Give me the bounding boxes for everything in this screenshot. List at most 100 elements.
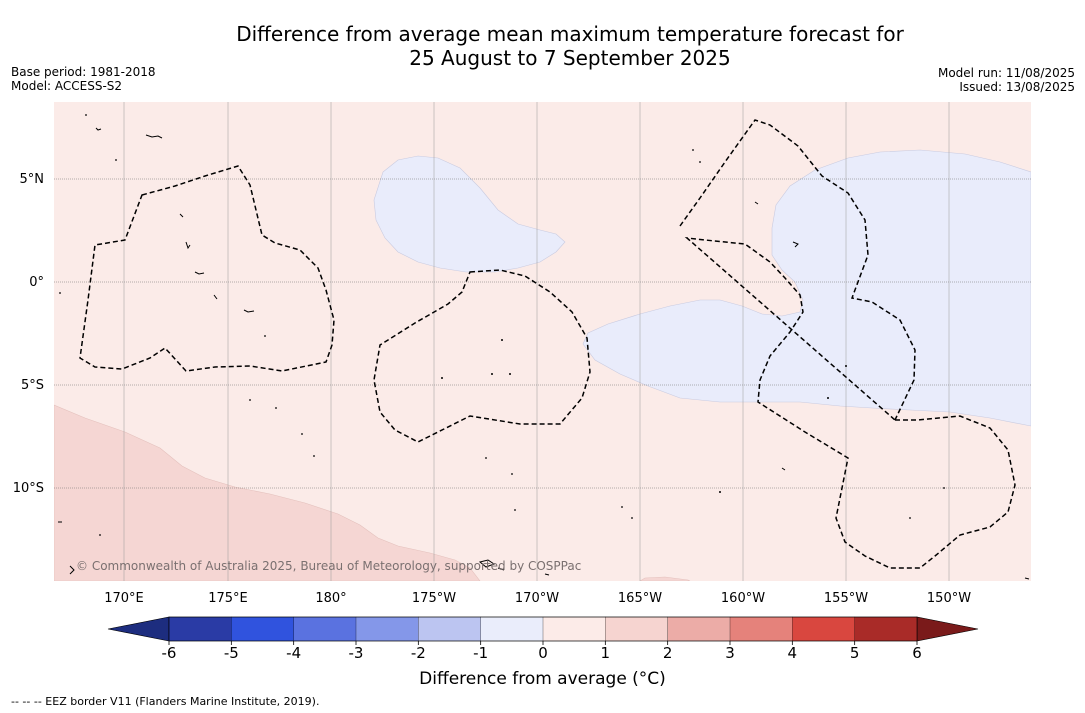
colorbar-tick-label: 2 (663, 644, 673, 662)
anomaly-region-cool-east (582, 149, 1031, 427)
island-dot (827, 397, 829, 399)
graticule-meridians (123, 102, 950, 581)
island-dot (692, 149, 694, 151)
island-dot (99, 534, 101, 536)
anomaly-region-cool-north (373, 155, 566, 273)
lat-label-5s: 5°S (21, 378, 44, 393)
title-line-1: Difference from average mean maximum tem… (236, 22, 904, 46)
meta-right: Model run: 11/08/2025 Issued: 13/08/2025 (938, 66, 1075, 94)
island-7 (243, 309, 255, 313)
colorbar-segment (168, 616, 232, 642)
island-dot (313, 455, 315, 457)
colorbar-tick-label: -6 (162, 644, 177, 662)
island-1 (95, 127, 102, 131)
model-run: Model run: 11/08/2025 (937, 66, 1075, 80)
colorbar-tick-label: -1 (473, 644, 488, 662)
colorbar-title: Difference from average (°C) (419, 669, 666, 689)
lon-label: 150°W (927, 591, 971, 606)
colorbar-tick-label: -5 (224, 644, 239, 662)
island-dot (909, 517, 911, 519)
lat-label-10s: 10°S (13, 481, 44, 496)
colorbar-segment (231, 616, 295, 642)
island-8 (478, 559, 496, 568)
lat-labels: 5°N 0° 5°S 10°S (13, 172, 44, 496)
colorbar-segment (418, 616, 482, 642)
colorbar-tick-label: 4 (788, 644, 798, 662)
colorbar-segment (854, 616, 918, 642)
island-dot (249, 399, 251, 401)
island-dot (441, 377, 443, 379)
island-dot (491, 373, 493, 375)
colorbar-tick-label: -3 (349, 644, 364, 662)
meta-left: Base period: 1981-2018 Model: ACCESS-S2 (11, 65, 156, 93)
colorbar-tick-label: 3 (725, 644, 735, 662)
lat-label-0: 0° (29, 275, 44, 290)
base-period: Base period: 1981-2018 (11, 65, 156, 79)
model-name: Model: ACCESS-S2 (11, 79, 123, 93)
island-dot (943, 487, 945, 489)
island-dot (115, 159, 117, 161)
eez-borders (79, 119, 1016, 569)
title-line-2: 25 August to 7 September 2025 (409, 46, 731, 70)
island-dot (719, 491, 721, 493)
lon-label: 155°W (824, 591, 868, 606)
island-11 (792, 241, 799, 248)
lon-label: 175°W (412, 591, 456, 606)
eez-border-tuvalu (79, 165, 335, 372)
lat-label-5n: 5°N (20, 172, 45, 187)
island-6 (213, 294, 218, 300)
island-16 (1024, 577, 1030, 580)
island-dot (699, 161, 701, 163)
island-dots (59, 114, 945, 536)
colorbar-segment (293, 616, 357, 642)
island-dot (275, 407, 277, 409)
eez-legend: -- -- -- EEZ border V11 (Flanders Marine… (11, 695, 320, 708)
lon-label: 180° (315, 591, 346, 606)
graticule (54, 178, 1031, 489)
lon-label: 175°E (208, 591, 248, 606)
anomaly-regions (54, 149, 1031, 581)
colorbar-segment (729, 616, 793, 642)
lon-label: 165°W (618, 591, 662, 606)
island-15 (544, 573, 550, 576)
islands (58, 127, 1030, 580)
colorbar-segment (542, 616, 606, 642)
island-9 (497, 567, 505, 571)
colorbar-tick-label: 1 (601, 644, 611, 662)
island-dot (621, 506, 623, 508)
anomaly-region-warm-s (639, 576, 691, 581)
island-2 (145, 134, 163, 139)
island-5 (194, 271, 205, 275)
colorbar-below-extension (107, 616, 170, 642)
island-dot (485, 457, 487, 459)
island-dot (845, 365, 847, 367)
island-14 (69, 565, 75, 575)
colorbar-segment (667, 616, 731, 642)
island-4 (185, 241, 191, 250)
copyright-watermark: © Commonwealth of Australia 2025, Bureau… (76, 559, 581, 573)
lon-label: 170°W (515, 591, 559, 606)
colorbar-segment (605, 616, 669, 642)
lon-labels: 170°E 175°E 180° 175°W 170°W 165°W 160°W… (104, 591, 971, 606)
island-dot (511, 473, 513, 475)
lon-label: 170°E (104, 591, 144, 606)
anomaly-region-warm-sw (54, 404, 481, 581)
colorbar-tick-label: 0 (538, 644, 548, 662)
colorbar-segment (792, 616, 856, 642)
map-title: Difference from average mean maximum tem… (0, 22, 1085, 70)
colorbar-tick-label: 5 (850, 644, 860, 662)
eez-border-line-islands (679, 119, 1016, 569)
colorbar-tick-label: -4 (286, 644, 301, 662)
colorbar-segment (480, 616, 544, 642)
island-10 (754, 201, 759, 205)
issued-date: Issued: 13/08/2025 (959, 80, 1075, 94)
island-dot (85, 114, 87, 116)
island-dot (59, 292, 61, 294)
colorbar-above-extension (916, 616, 979, 642)
eez-border-phoenix (373, 269, 591, 443)
colorbar-tick-label: 6 (912, 644, 922, 662)
lon-label: 160°W (721, 591, 765, 606)
colorbar-segments (168, 616, 918, 642)
colorbar-ticks: -6 -5 -4 -3 -2 -1 0 1 2 3 4 5 6 (162, 641, 922, 662)
